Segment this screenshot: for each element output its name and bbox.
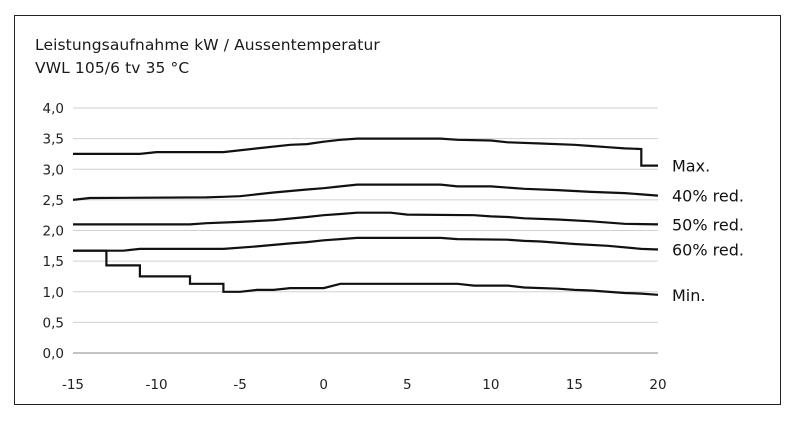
series-lines xyxy=(72,137,659,296)
series-line xyxy=(73,137,658,167)
series-label: 60% red. xyxy=(672,240,744,259)
y-tick-label: 1,5 xyxy=(43,254,64,270)
chart-frame xyxy=(14,15,781,405)
series-label: Max. xyxy=(672,157,710,176)
chart-title: Leistungsaufnahme kW / Aussentemperatur xyxy=(35,36,380,54)
series-line xyxy=(73,249,659,296)
x-axis-ticks: -15 -10 -5 0 5 10 15 20 xyxy=(62,377,667,393)
y-tick-label: 2,5 xyxy=(43,193,64,209)
x-tick-label: 15 xyxy=(566,377,583,393)
gridlines xyxy=(73,107,658,354)
x-tick-label: -15 xyxy=(62,377,84,393)
y-tick-label: 3,5 xyxy=(43,132,64,148)
series-label: Min. xyxy=(672,286,705,305)
x-tick-label: -10 xyxy=(146,377,168,393)
x-tick-label: 0 xyxy=(319,377,328,393)
series-label: 40% red. xyxy=(672,187,744,206)
y-tick-label: 0,5 xyxy=(43,315,64,331)
series-line xyxy=(72,183,659,201)
chart-subtitle: VWL 105/6 tv 35 °C xyxy=(35,59,190,77)
series-label: 50% red. xyxy=(672,215,744,234)
y-tick-label: 1,0 xyxy=(43,285,64,301)
x-tick-label: 20 xyxy=(649,377,666,393)
y-tick-label: 4,0 xyxy=(43,101,64,117)
series-labels: Max. 40% red. 50% red. 60% red. Min. xyxy=(672,157,744,305)
series-line xyxy=(73,211,659,226)
y-tick-label: 3,0 xyxy=(43,162,64,178)
y-tick-label: 0,0 xyxy=(43,346,64,362)
y-axis-ticks: 0,0 0,5 1,0 1,5 2,0 2,5 3,0 3,5 4,0 xyxy=(43,101,64,362)
x-tick-label: -5 xyxy=(233,377,246,393)
x-tick-label: 10 xyxy=(482,377,499,393)
series-line xyxy=(73,236,659,252)
y-tick-label: 2,0 xyxy=(43,224,64,240)
x-tick-label: 5 xyxy=(403,377,412,393)
